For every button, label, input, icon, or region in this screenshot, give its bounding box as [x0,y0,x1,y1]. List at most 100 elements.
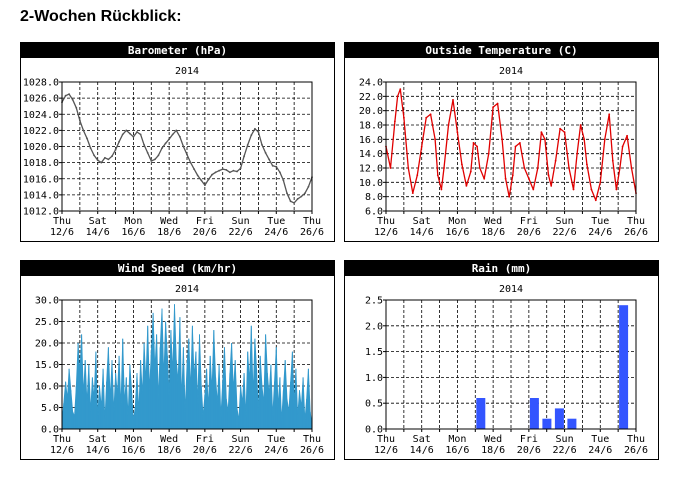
temperature-data-point [472,142,475,144]
barometer-data-point [111,155,113,158]
barometer-data-point [221,168,224,170]
barometer-data-point [171,133,174,136]
x-tick-label-day: Sat [89,216,107,227]
temperature-data-point [501,138,503,141]
temperature-data-point [621,145,624,148]
barometer-data-point [232,169,235,172]
barometer-data-point [161,147,163,149]
temperature-data-point [425,116,428,119]
rain-bar [542,418,552,429]
barometer-data-point [279,171,281,174]
barometer-data-point [239,167,242,170]
barometer-data-point [154,158,156,161]
y-tick-label: 8.0 [365,192,383,203]
temperature-data-point [540,131,543,134]
rain-bar [567,418,577,429]
x-tick-label-day: Wed [160,434,178,445]
x-tick-label-date: 18/6 [157,445,181,456]
temperature-chart: Outside Temperature (C) 2014 6.0 8.0 10.0 12.… [345,43,658,238]
x-tick-label-day: Thu [53,434,71,445]
y-tick-label: 6.0 [365,207,383,218]
temperature-data-point [456,131,459,134]
barometer-data-point [121,133,124,136]
barometer-data-point [68,93,70,95]
barometer-data-point [168,138,171,141]
barometer-data-point [114,148,117,151]
temperature-data-point [583,138,586,141]
barometer-data-point [179,135,181,138]
x-tick-label-day: Mon [448,434,466,445]
barometer-data-point [150,160,153,162]
barometer-data-point [243,155,246,158]
temperature-data-point [579,124,582,126]
y-tick-label: 12.0 [359,164,383,175]
y-tick-label: 25.0 [35,317,59,328]
x-tick-label-date: 14/6 [410,227,434,238]
chart-year: 2014 [175,66,199,77]
barometer-data-point [82,129,85,132]
y-tick-label: 1016.0 [23,174,59,185]
barometer-data-point [104,156,106,159]
barometer-data-point [107,158,110,161]
barometer-data-point [139,133,142,136]
barometer-data-point [93,154,95,157]
x-tick-label-day: Wed [484,434,502,445]
x-tick-label-date: 14/6 [86,227,110,238]
x-tick-label-date: 16/6 [445,227,469,238]
barometer-data-point [293,202,295,204]
barometer-data-point [96,159,99,162]
temperature-data-point [547,174,550,177]
y-tick-label: 30.0 [35,296,59,307]
barometer-data-point [71,98,74,101]
barometer-data-point [261,144,263,146]
barometer-data-point [75,106,78,109]
chart-header [345,261,658,276]
y-tick-label: 1024.0 [23,110,59,121]
temperature-data-point [514,145,517,148]
barometer-data-point [218,169,221,172]
temperature-data-point [452,99,454,101]
y-tick-label: 1014.0 [23,190,59,201]
x-tick-label-day: Sat [413,434,431,445]
barometer-data-point [193,168,196,170]
barometer-data-point [125,129,128,132]
y-tick-label: 1020.0 [23,142,59,153]
barometer-data-point [132,135,135,138]
x-tick-label-day: Fri [520,434,538,445]
chart-year: 2014 [499,66,523,77]
barometer-panel: Barometer (hPa) 2014 1012.0 1014.0 1016.0 101… [20,42,335,242]
y-tick-label: 1012.0 [23,207,59,218]
temperature-data-point [599,181,602,184]
rain-bar [529,398,539,429]
temperature-data-point [511,174,514,177]
rain-panel: Rain (mm) 2014 0.0 0.5 1.0 1.5 2.0 2.5 Thu 12/6 Sa… [344,260,659,460]
barometer-data-point [300,195,303,198]
temperature-data-point [469,170,472,173]
x-tick-label-day: Tue [591,434,609,445]
barometer-data-point [289,200,292,203]
x-tick-label-day: Sun [556,434,574,445]
x-tick-label-day: Sun [556,216,574,227]
plot-frame [385,299,637,430]
x-tick-label-day: Mon [124,216,142,227]
x-tick-label-date: 24/6 [264,445,288,456]
x-tick-label-date: 20/6 [517,227,541,238]
x-tick-label-day: Thu [377,434,395,445]
x-tick-label-day: Wed [160,216,178,227]
plot-frame [61,299,313,430]
barometer-data-point [64,94,67,97]
y-tick-label: 20.0 [359,106,383,117]
barometer-data-point [136,131,138,133]
temperature-data-point [619,167,621,169]
temperature-data-point [492,106,494,108]
y-tick-label: 18.0 [359,121,383,132]
barometer-data-point [146,152,149,154]
barometer-data-point [225,169,228,171]
temperature-data-point [508,195,511,198]
temperature-data-point [496,102,499,105]
x-tick-label-day: Thu [303,434,321,445]
x-tick-label-day: Thu [377,216,395,227]
temperature-data-point [461,163,463,166]
temperature-data-point [536,167,539,169]
y-tick-label: 1.0 [365,373,383,384]
